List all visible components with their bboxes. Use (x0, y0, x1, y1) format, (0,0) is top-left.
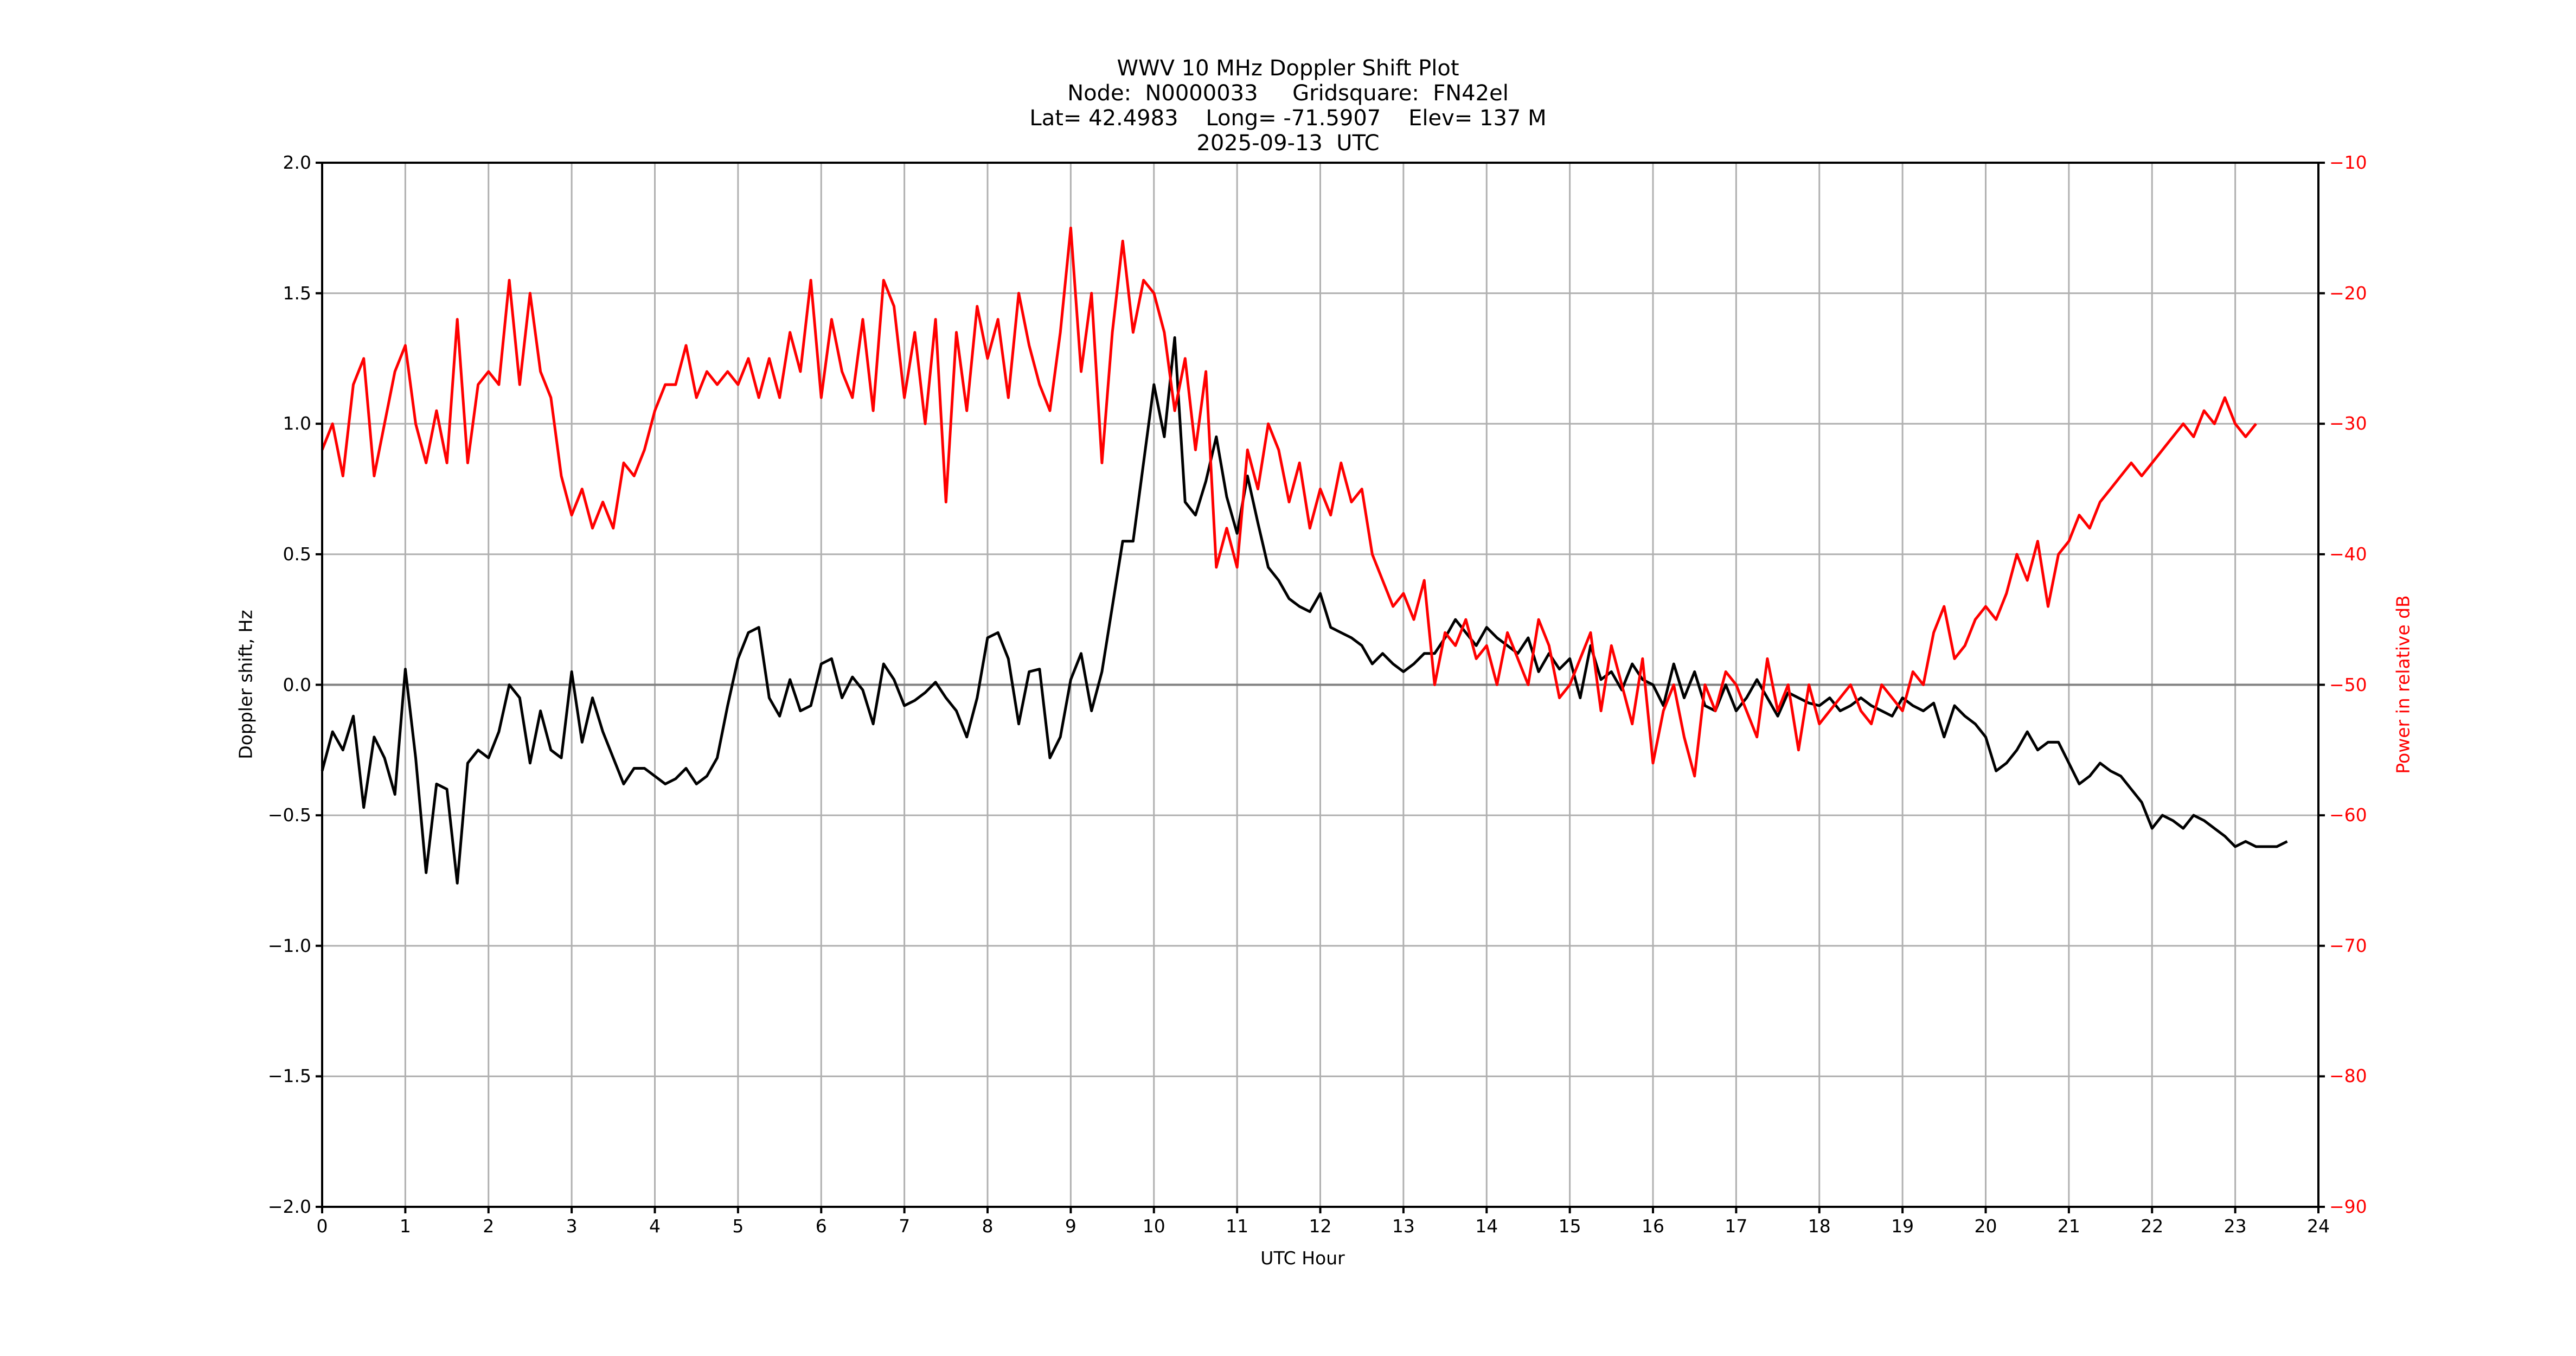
x-tick-label: 19 (1891, 1216, 1914, 1237)
y-right-tick-label: −30 (2329, 413, 2367, 434)
doppler-trace (321, 336, 2288, 885)
x-tick-label: 23 (2223, 1216, 2247, 1237)
x-tick-label: 11 (1226, 1216, 1249, 1237)
y-left-tick-label: −1.0 (267, 935, 311, 956)
y-left-tick-label: 2.0 (283, 152, 311, 173)
x-tick-label: 7 (899, 1216, 911, 1237)
y-right-tick-label: −80 (2329, 1065, 2367, 1087)
x-tick-label: 9 (1065, 1216, 1076, 1237)
x-tick-label: 17 (1725, 1216, 1748, 1237)
power-trace (321, 226, 2257, 778)
x-tick-label: 10 (1142, 1216, 1165, 1237)
chart-subtitle-location: Lat= 42.4983 Long= -71.5907 Elev= 137 M (1029, 106, 1547, 131)
y-right-tick-label: −40 (2329, 543, 2367, 565)
y-right-tick-label: −70 (2329, 935, 2367, 956)
x-tick-label: 1 (399, 1216, 411, 1237)
y-right-tick-label: −50 (2329, 674, 2367, 695)
x-axis-label: UTC Hour (1260, 1248, 1345, 1269)
axes-frame (316, 162, 2325, 1213)
x-tick-label: 12 (1309, 1216, 1332, 1237)
x-tick-label: 18 (1808, 1216, 1831, 1237)
x-tick-label: 2 (483, 1216, 495, 1237)
x-tick-label: 22 (2141, 1216, 2164, 1237)
y-left-tick-label: 1.5 (283, 282, 311, 304)
y-left-axis-label: Doppler shift, Hz (235, 610, 257, 759)
y-left-tick-label: −2.0 (267, 1196, 311, 1217)
y-right-tick-label: −10 (2329, 152, 2367, 173)
y-right-tick-label: −60 (2329, 804, 2367, 826)
x-tick-label: 4 (649, 1216, 661, 1237)
x-tick-label: 5 (732, 1216, 744, 1237)
data-traces (321, 226, 2288, 885)
y-left-tick-label: 0.5 (283, 543, 311, 565)
x-tick-label: 14 (1475, 1216, 1498, 1237)
y-left-tick-label: 1.0 (283, 413, 311, 434)
x-tick-label: 8 (982, 1216, 994, 1237)
grid-lines (321, 162, 2319, 1208)
y-left-tick-label: −0.5 (267, 804, 311, 826)
y-left-tick-label: 0.0 (283, 674, 311, 695)
x-tick-label: 24 (2307, 1216, 2330, 1237)
x-tick-label: 20 (1974, 1216, 1997, 1237)
chart-title: WWV 10 MHz Doppler Shift Plot (1117, 56, 1459, 81)
x-tick-label: 21 (2057, 1216, 2080, 1237)
y-right-tick-label: −20 (2329, 282, 2367, 304)
y-right-tick-label: −90 (2329, 1196, 2367, 1217)
x-tick-label: 3 (566, 1216, 578, 1237)
x-tick-label: 6 (815, 1216, 827, 1237)
chart-subtitle-date: 2025-09-13 UTC (1196, 131, 1380, 156)
x-tick-label: 13 (1392, 1216, 1415, 1237)
y-right-axis-label: Power in relative dB (2392, 595, 2414, 774)
chart-subtitle-node: Node: N0000033 Gridsquare: FN42el (1067, 81, 1509, 106)
x-tick-label: 15 (1558, 1216, 1581, 1237)
y-left-tick-label: −1.5 (267, 1065, 311, 1087)
x-tick-label: 0 (316, 1216, 328, 1237)
x-tick-label: 16 (1642, 1216, 1664, 1237)
